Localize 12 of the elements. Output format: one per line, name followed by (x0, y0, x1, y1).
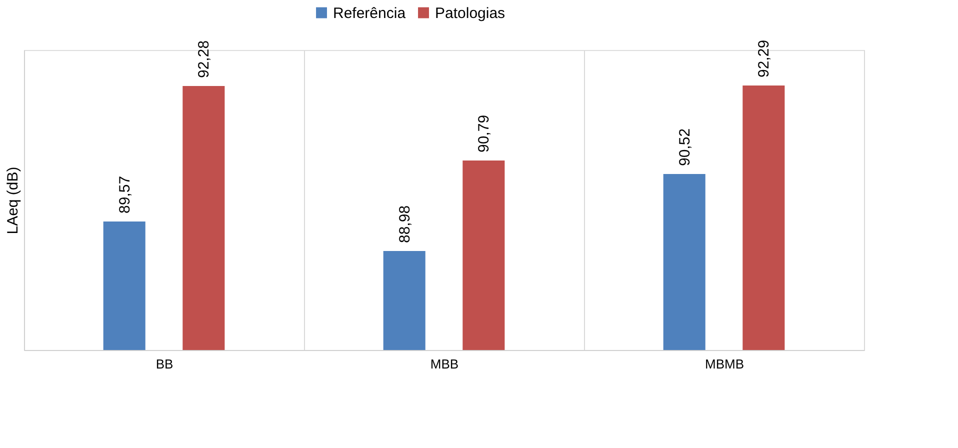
data-label: 88,98 (396, 205, 414, 243)
x-tick-label: MBMB (705, 356, 744, 372)
data-label: 90,79 (476, 114, 493, 152)
data-label: 90,52 (676, 128, 694, 166)
x-tick-label: BB (156, 356, 174, 372)
legend-label: Patologias (435, 4, 506, 22)
legend-label: Referência (333, 4, 406, 22)
data-label: 92,28 (196, 40, 213, 78)
data-label: 89,57 (116, 176, 134, 214)
data-label: 92,29 (756, 40, 773, 78)
y-axis-title: LAeq (dB) (4, 166, 22, 234)
x-tick-label: MBB (430, 356, 459, 372)
